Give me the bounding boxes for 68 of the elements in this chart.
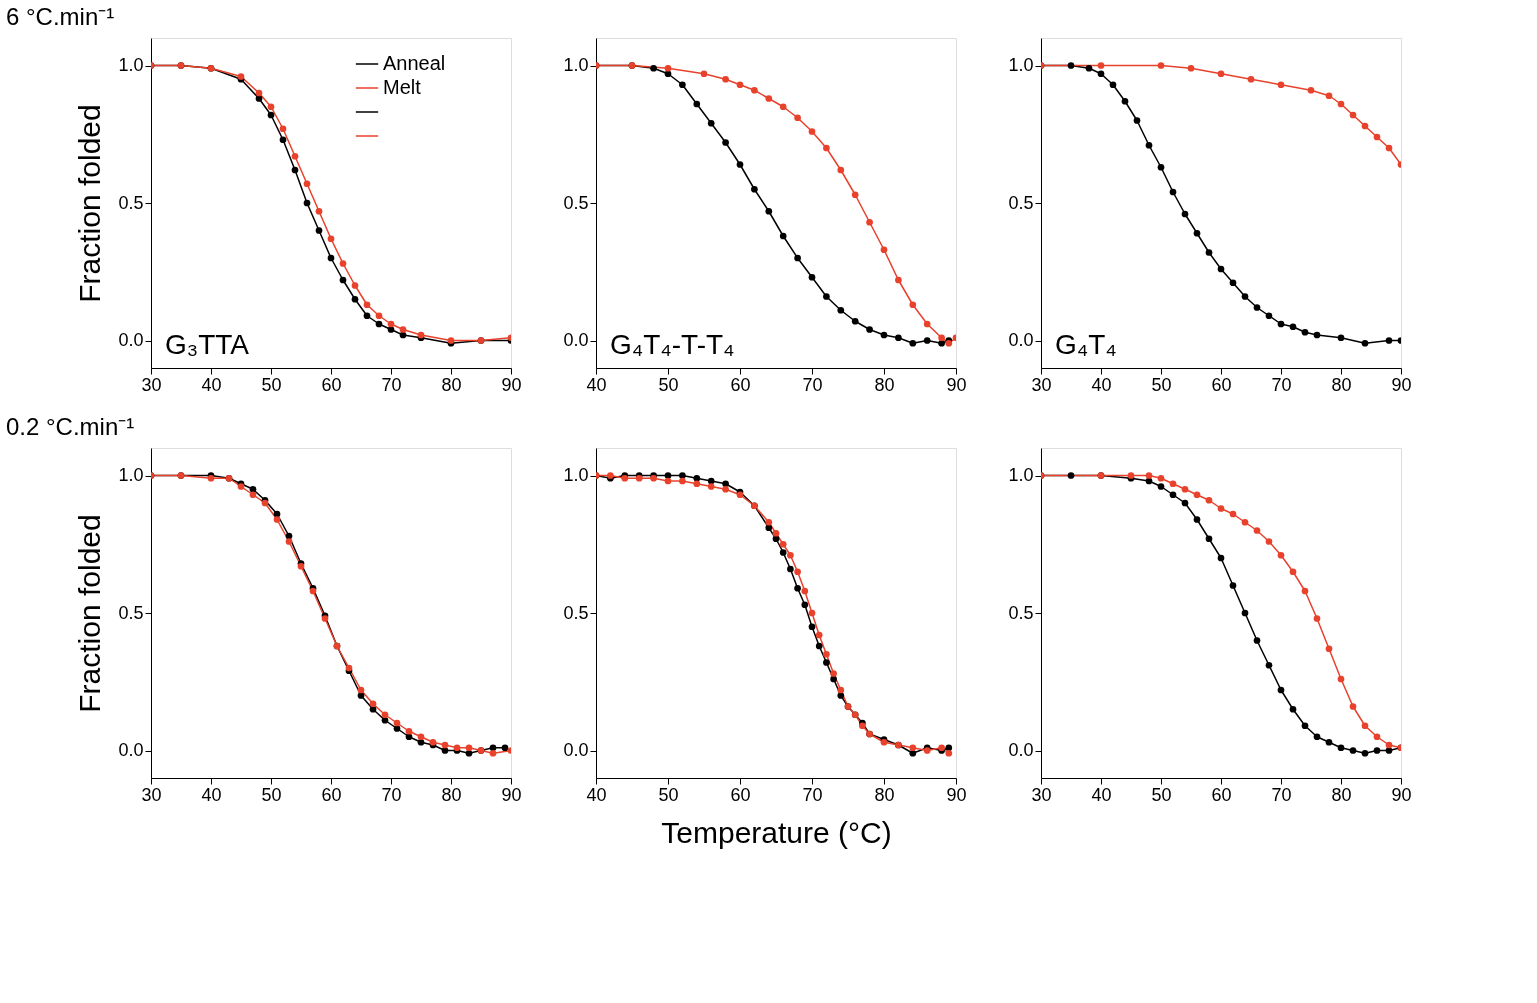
x-tick-label: 60 [730, 374, 751, 395]
x-tick-label: 70 [381, 784, 402, 805]
x-tick-label: 40 [586, 374, 607, 395]
x-tick-label: 40 [201, 374, 222, 395]
x-tick-label: 90 [1391, 374, 1412, 395]
x-tick-label: 60 [321, 784, 342, 805]
y-tick-label: 1.0 [118, 55, 144, 75]
annotation: G₄T₄-T-T₄ [610, 329, 735, 360]
y-tick-label: 0.5 [118, 602, 144, 623]
y-tick-label: 1.0 [1008, 55, 1034, 75]
y-tick-label: 0.5 [1008, 192, 1034, 213]
x-tick-label: 70 [1271, 374, 1292, 395]
chart-title: 0.2 °C.min⁻¹ [5, 413, 135, 440]
annotation: G₃TTA [165, 329, 250, 360]
x-tick-label: 70 [802, 784, 823, 805]
y-tick-label: 0.0 [563, 740, 589, 760]
x-tick-label: 90 [946, 784, 967, 805]
x-tick-label: 30 [141, 374, 162, 395]
y-tick-label: 0.5 [1008, 602, 1034, 623]
x-tick-label: 80 [874, 374, 895, 395]
y-tick-label: 1.0 [118, 465, 144, 485]
x-tick-label: 80 [874, 784, 895, 805]
x-tick-label: 90 [501, 374, 522, 395]
y-tick-label: 1.0 [1008, 465, 1034, 485]
y-tick-label: 0.0 [118, 740, 144, 760]
x-tick-label: 40 [1091, 374, 1112, 395]
x-tick-label: 30 [141, 784, 162, 805]
y-tick-label: 0.5 [563, 192, 589, 213]
x-tick-label: 40 [1091, 784, 1112, 805]
x-tick-label: 40 [586, 784, 607, 805]
x-tick-label: 50 [261, 784, 282, 805]
x-tick-label: 50 [658, 374, 679, 395]
x-axis-title: Temperature (°C) [661, 815, 892, 849]
chart-title: 6 °C.min⁻¹ [5, 3, 115, 30]
annotation: G₄T₄ [1055, 329, 1117, 360]
x-tick-label: 40 [201, 784, 222, 805]
x-tick-label: 70 [381, 374, 402, 395]
x-tick-label: 30 [1031, 784, 1052, 805]
x-tick-label: 30 [1031, 374, 1052, 395]
x-tick-label: 60 [730, 784, 751, 805]
legend-label: Melt [383, 76, 422, 98]
y-tick-label: 0.0 [118, 330, 144, 350]
x-tick-label: 80 [441, 784, 462, 805]
y-tick-label: 0.5 [118, 192, 144, 213]
y-axis-title: Fraction folded [73, 104, 107, 303]
x-tick-label: 50 [1151, 784, 1172, 805]
x-tick-label: 50 [658, 784, 679, 805]
y-tick-label: 1.0 [563, 55, 589, 75]
legend-label: Anneal [383, 52, 446, 74]
x-tick-label: 50 [1151, 374, 1172, 395]
x-tick-label: 80 [1331, 374, 1352, 395]
y-tick-label: 0.0 [563, 330, 589, 350]
x-tick-label: 70 [1271, 784, 1292, 805]
x-tick-label: 90 [501, 784, 522, 805]
x-tick-label: 50 [261, 374, 282, 395]
x-tick-label: 60 [1211, 374, 1232, 395]
x-tick-label: 80 [1331, 784, 1352, 805]
y-tick-label: 0.5 [563, 602, 589, 623]
x-tick-label: 90 [946, 374, 967, 395]
y-axis-title: Fraction folded [73, 514, 107, 713]
x-tick-label: 80 [441, 374, 462, 395]
y-tick-label: 0.0 [1008, 330, 1034, 350]
x-tick-label: 90 [1391, 784, 1412, 805]
x-tick-label: 60 [1211, 784, 1232, 805]
x-tick-label: 70 [802, 374, 823, 395]
x-tick-label: 60 [321, 374, 342, 395]
y-tick-label: 0.0 [1008, 740, 1034, 760]
y-tick-label: 1.0 [563, 465, 589, 485]
